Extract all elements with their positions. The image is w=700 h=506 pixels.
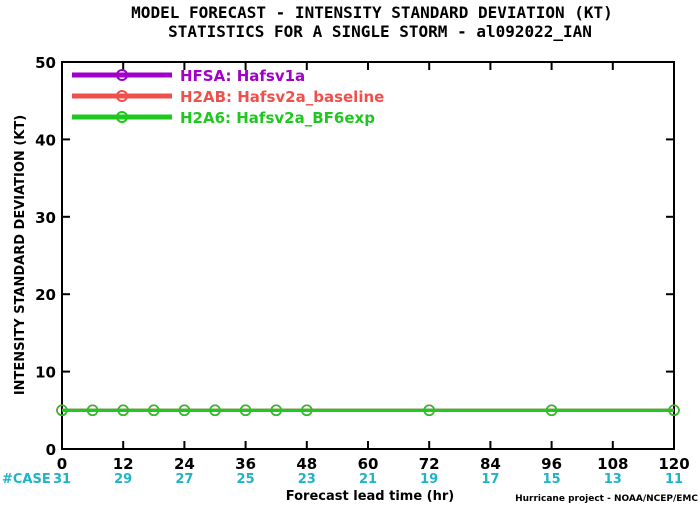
x-axis: 0 12 24 36 48 60 72 84 96 108 120: [57, 62, 690, 473]
legend-marker: [116, 69, 128, 81]
case-count: 29: [114, 472, 132, 487]
x-tick-label: 84: [480, 455, 501, 473]
x-tick-label: 0: [57, 455, 67, 473]
case-count: 19: [420, 472, 438, 487]
y-tick-label: 0: [46, 441, 56, 459]
legend-marker: [116, 111, 128, 123]
legend-label: H2A6: Hafsv2a_BF6exp: [180, 109, 375, 127]
series-layer: [56, 404, 680, 417]
chart-subtitle: STATISTICS FOR A SINGLE STORM - al092022…: [168, 22, 592, 41]
credit-text: Hurricane project - NOAA/NCEP/EMC: [515, 494, 698, 504]
data-point: [86, 404, 99, 417]
legend-label: HFSA: Hafsv1a: [180, 67, 305, 85]
data-point: [423, 404, 435, 417]
data-point: [301, 404, 313, 417]
data-point: [117, 404, 129, 417]
y-axis: 0 10 20 30 40 50: [35, 54, 674, 459]
data-point: [148, 404, 160, 417]
x-tick-label: 36: [235, 455, 256, 473]
case-counts: 31 29 27 25 23 21 19 17 15 13 11: [53, 472, 683, 487]
case-count: 15: [543, 472, 561, 487]
x-tick-label: 96: [541, 455, 562, 473]
y-tick-label: 50: [35, 54, 56, 72]
x-axis-label: Forecast lead time (hr): [286, 489, 454, 504]
y-tick-label: 30: [35, 209, 56, 227]
x-tick-label: 108: [597, 455, 628, 473]
data-point: [270, 404, 282, 417]
x-tick-label: 72: [419, 455, 440, 473]
data-point: [56, 404, 68, 417]
x-tick-label: 12: [113, 455, 134, 473]
case-count: 27: [175, 472, 193, 487]
data-point: [239, 404, 252, 417]
data-point: [209, 404, 221, 417]
y-tick-label: 40: [35, 131, 56, 149]
case-count: 31: [53, 472, 71, 487]
x-tick-label: 60: [358, 455, 379, 473]
legend-marker: [116, 90, 128, 102]
case-count-label: #CASE: [2, 472, 51, 487]
x-tick-label: 24: [174, 455, 195, 473]
case-count: 17: [481, 472, 499, 487]
y-axis-label: INTENSITY STANDARD DEVIATION (KT): [13, 115, 28, 395]
y-tick-label: 10: [35, 364, 56, 382]
chart-title: MODEL FORECAST - INTENSITY STANDARD DEVI…: [131, 3, 613, 22]
case-count: 13: [604, 472, 622, 487]
case-count: 11: [665, 472, 683, 487]
legend-label: H2AB: Hafsv2a_baseline: [180, 88, 384, 106]
data-point: [178, 404, 191, 417]
x-tick-label: 120: [658, 455, 689, 473]
case-count: 23: [298, 472, 316, 487]
y-tick-label: 20: [35, 286, 56, 304]
data-point: [668, 404, 680, 417]
case-count: 25: [237, 472, 255, 487]
x-tick-label: 48: [296, 455, 317, 473]
case-count: 21: [359, 472, 377, 487]
legend: HFSA: Hafsv1a H2AB: Hafsv2a_baseline H2A6:…: [72, 67, 384, 127]
data-point: [545, 404, 558, 417]
